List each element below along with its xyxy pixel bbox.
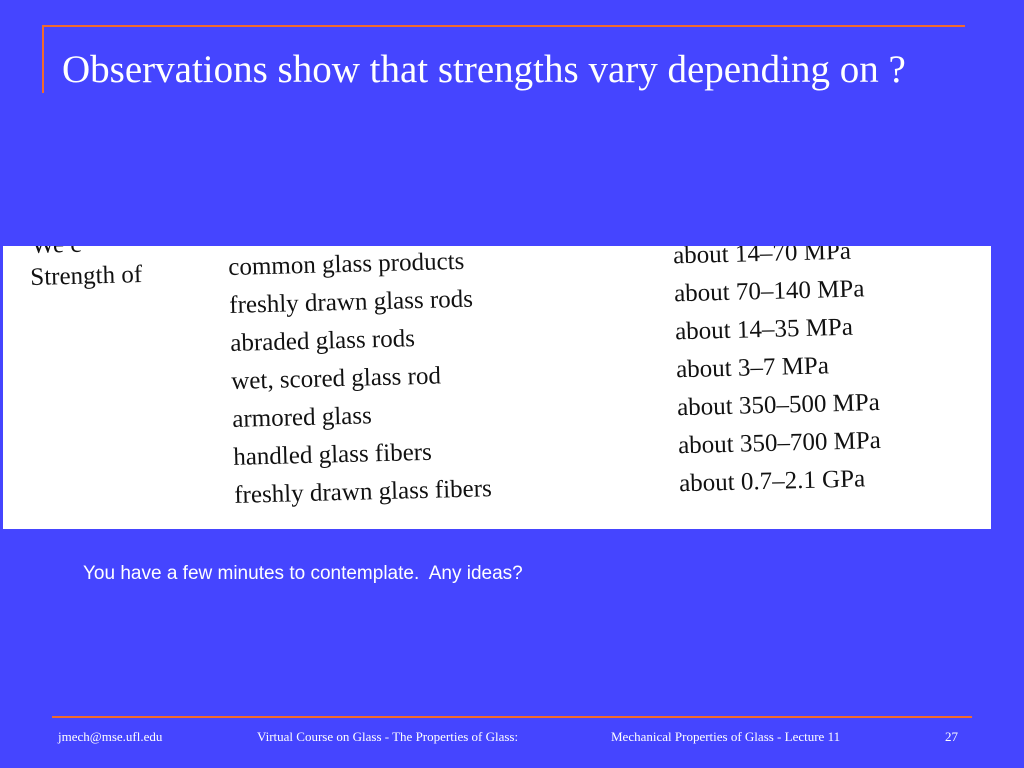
strength-value: about 70–140 MPa <box>673 275 865 308</box>
footer-lecture: Mechanical Properties of Glass - Lecture… <box>611 729 841 744</box>
glass-product: common glass products <box>227 247 465 281</box>
footer-course: Virtual Course on Glass - The Properties… <box>257 729 519 744</box>
strength-value: about 0.7–2.1 GPa <box>678 465 866 498</box>
glass-product: freshly drawn glass fibers <box>233 475 493 509</box>
slide-title: Observations show that strengths vary de… <box>62 48 906 91</box>
strength-value: about 350–700 MPa <box>677 426 882 460</box>
glass-product: abraded glass rods <box>229 325 416 357</box>
strength-value: about 14–70 MPa <box>672 246 852 270</box>
discussion-prompt: You have a few minutes to contemplate. A… <box>83 563 523 584</box>
strength-value: about 350–500 MPa <box>676 388 881 422</box>
footer-email: jmech@mse.ufl.edu <box>58 729 163 744</box>
strength-value: about 14–35 MPa <box>674 313 854 346</box>
glass-product: freshly drawn glass rods <box>228 285 474 319</box>
footer-page-number: 27 <box>945 729 958 744</box>
bottom-accent-rule <box>52 716 972 718</box>
scanned-strength-table: We c Strength of common glass products a… <box>3 246 991 529</box>
glass-product: handled glass fibers <box>232 438 433 471</box>
glass-product: armored glass <box>231 402 373 433</box>
glass-product: wet, scored glass rod <box>230 362 442 395</box>
left-accent-rule <box>42 25 44 93</box>
strength-value: about 3–7 MPa <box>675 352 830 384</box>
scan-rows: common glass products about 14–70 MPa fr… <box>3 246 991 529</box>
top-accent-rule <box>44 25 965 27</box>
